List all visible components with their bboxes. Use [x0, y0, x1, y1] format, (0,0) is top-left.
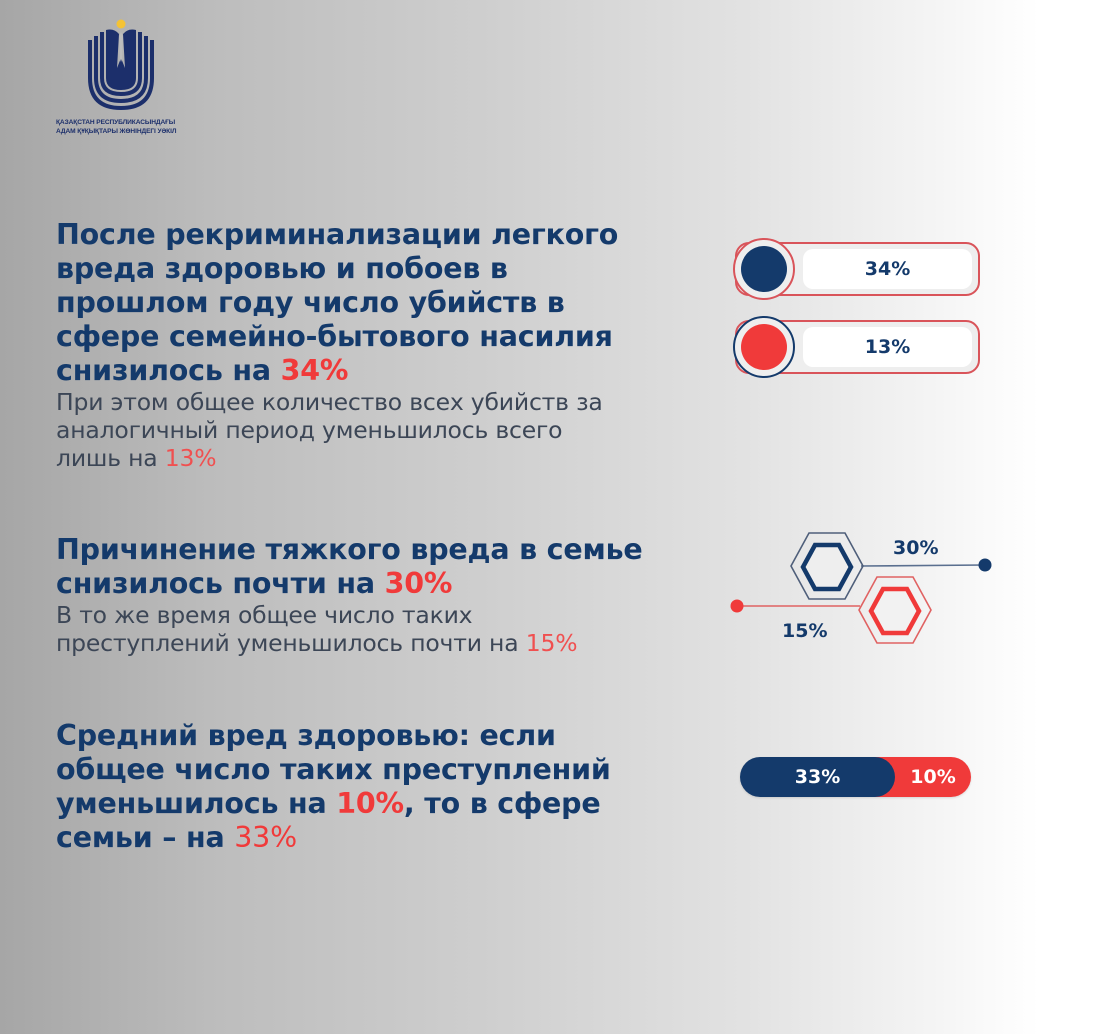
logo-caption-line2: АДАМ ҚҰҚЫҚТАРЫ ЖӨНІНДЕГІ УӘКІЛ	[56, 128, 177, 135]
hexagon-label-30: 30%	[893, 537, 939, 559]
capsule-stat-34: 34%	[733, 238, 980, 300]
hexagon-graphic	[730, 532, 992, 644]
subtext-line: аналогичный период уменьшилось всего	[56, 416, 563, 444]
highlight-percent: 15%	[525, 629, 578, 657]
highlight-percent: 30%	[384, 567, 453, 600]
headline-text: уменьшилось на	[56, 787, 337, 820]
highlight-percent: 13%	[164, 444, 217, 472]
highlight-percent: 33%	[234, 821, 297, 854]
navy-hexagon-icon	[800, 542, 854, 592]
circle-marker-icon	[733, 238, 795, 300]
stat-block-grave-harm: Причинение тяжкого вреда в семье снизило…	[56, 533, 643, 657]
headline-text: снизилось на	[56, 354, 281, 387]
red-hexagon-outer-icon	[858, 576, 932, 644]
headline-line: сфере семейно-бытового насилия	[56, 320, 613, 353]
split-bar-family-segment: 33%	[740, 757, 895, 797]
headline-line: снизилось на 34%	[56, 354, 618, 388]
circle-marker-icon	[733, 316, 795, 378]
subtext-text: преступлений уменьшилось почти на	[56, 629, 526, 657]
red-hexagon-icon	[868, 586, 922, 636]
headline-line: После рекриминализации легкого	[56, 218, 619, 251]
ombudsman-emblem-icon	[88, 19, 154, 110]
subtext-line: преступлений уменьшилось почти на 15%	[56, 629, 643, 657]
highlight-percent: 10%	[336, 787, 404, 820]
capsule-stat-13: 13%	[733, 316, 980, 378]
headline-line: Причинение тяжкого вреда в семье	[56, 533, 643, 566]
hexagon-label-15: 15%	[782, 620, 828, 642]
stat-block-moderate-harm: Средний вред здоровью: если общее число …	[56, 719, 611, 855]
headline-line: Средний вред здоровью: если	[56, 719, 556, 752]
logo-caption-line1: ҚАЗАҚСТАН РЕСПУБЛИКАСЫНДАҒЫ	[56, 119, 176, 126]
subtext-line: При этом общее количество всех убийств з…	[56, 388, 603, 416]
navy-dot-icon	[741, 246, 787, 292]
hexagon-diagram: 30% 15%	[725, 525, 1005, 655]
red-dot-icon	[741, 324, 787, 370]
headline-line: вреда здоровью и побоев в	[56, 252, 508, 285]
headline-line: общее число таких преступлений	[56, 753, 611, 786]
headline-text: снизилось почти на	[56, 567, 385, 600]
subtext-text: лишь на	[56, 444, 165, 472]
headline-line: семьи – на 33%	[56, 821, 611, 855]
logo: ҚАЗАҚСТАН РЕСПУБЛИКАСЫНДАҒЫ АДАМ ҚҰҚЫҚТА…	[56, 18, 206, 136]
stat-block-homicides: После рекриминализации легкого вреда здо…	[56, 218, 618, 472]
headline-line: уменьшилось на 10%, то в сфере	[56, 787, 611, 821]
subtext-line: лишь на 13%	[56, 444, 618, 472]
headline-line: прошлом году число убийств в	[56, 286, 565, 319]
headline-text: семьи – на	[56, 821, 235, 854]
headline-text: , то в сфере	[403, 787, 601, 820]
capsule-value: 13%	[803, 327, 972, 367]
highlight-percent: 34%	[280, 354, 349, 387]
capsule-value: 34%	[803, 249, 972, 289]
split-bar: 33% 10%	[740, 757, 971, 797]
logo-caption: ҚАЗАҚСТАН РЕСПУБЛИКАСЫНДАҒЫ АДАМ ҚҰҚЫҚТА…	[56, 118, 206, 136]
navy-hexagon-outer-icon	[790, 532, 864, 600]
split-bar-total-segment: 10%	[875, 757, 971, 797]
headline-line: снизилось почти на 30%	[56, 567, 643, 601]
subtext-line: В то же время общее число таких	[56, 601, 473, 629]
